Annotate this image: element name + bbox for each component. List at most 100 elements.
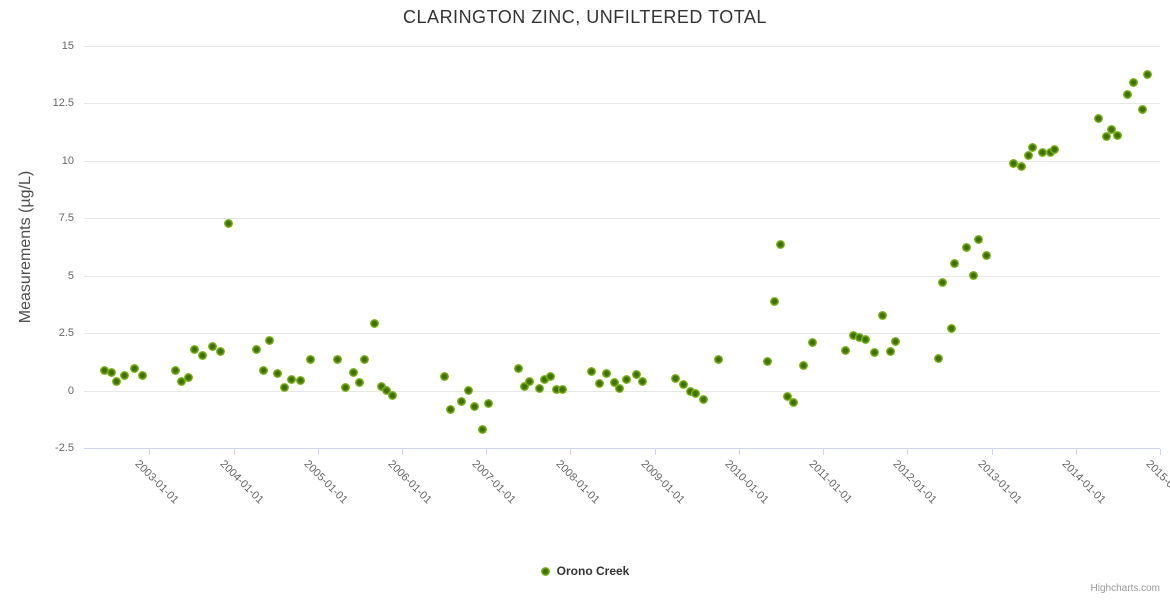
data-point[interactable]	[223, 218, 233, 228]
data-point[interactable]	[120, 370, 130, 380]
data-point[interactable]	[348, 368, 358, 378]
data-point[interactable]	[129, 363, 139, 373]
data-point[interactable]	[609, 378, 619, 388]
data-point[interactable]	[138, 370, 148, 380]
data-point[interactable]	[1028, 142, 1038, 152]
data-point[interactable]	[251, 344, 261, 354]
data-point[interactable]	[534, 383, 544, 393]
data-point[interactable]	[539, 374, 549, 384]
data-point[interactable]	[621, 375, 631, 385]
data-point[interactable]	[265, 336, 275, 346]
data-point[interactable]	[671, 373, 681, 383]
data-point[interactable]	[545, 372, 555, 382]
data-point[interactable]	[586, 367, 596, 377]
data-point[interactable]	[439, 372, 449, 382]
data-point[interactable]	[207, 341, 217, 351]
data-point[interactable]	[969, 271, 979, 281]
data-point[interactable]	[272, 368, 282, 378]
data-point[interactable]	[841, 346, 851, 356]
data-point[interactable]	[638, 377, 648, 387]
data-point[interactable]	[216, 347, 226, 357]
data-point[interactable]	[1142, 70, 1152, 80]
data-point[interactable]	[763, 357, 772, 367]
data-point[interactable]	[513, 363, 523, 373]
data-point[interactable]	[1129, 78, 1139, 88]
highcharts-credits-link[interactable]: Highcharts.com	[1090, 583, 1160, 594]
data-point[interactable]	[176, 377, 186, 387]
data-point[interactable]	[354, 378, 364, 388]
data-point[interactable]	[287, 375, 297, 385]
data-point[interactable]	[808, 338, 818, 348]
data-point[interactable]	[552, 384, 562, 394]
data-point[interactable]	[360, 354, 370, 364]
data-point[interactable]	[341, 382, 351, 392]
data-point[interactable]	[1123, 90, 1133, 100]
data-point[interactable]	[463, 385, 473, 395]
data-point[interactable]	[691, 389, 701, 399]
data-point[interactable]	[981, 250, 991, 260]
data-point[interactable]	[1008, 159, 1018, 169]
data-point[interactable]	[1037, 147, 1047, 157]
data-point[interactable]	[891, 336, 901, 346]
data-point[interactable]	[973, 235, 983, 245]
data-point[interactable]	[632, 369, 642, 379]
legend-item-orono-creek[interactable]: Orono Creek	[0, 562, 1170, 580]
data-point[interactable]	[714, 354, 724, 364]
data-point[interactable]	[678, 380, 688, 390]
data-point[interactable]	[197, 350, 207, 360]
data-point[interactable]	[190, 344, 200, 354]
data-point[interactable]	[602, 368, 612, 378]
data-point[interactable]	[279, 382, 289, 392]
data-point[interactable]	[111, 377, 121, 387]
data-point[interactable]	[1137, 105, 1147, 115]
data-point[interactable]	[685, 387, 695, 397]
data-point[interactable]	[469, 402, 479, 412]
data-point[interactable]	[484, 398, 494, 408]
data-point[interactable]	[377, 382, 387, 392]
data-point[interactable]	[595, 378, 605, 388]
data-point[interactable]	[388, 390, 398, 400]
data-point[interactable]	[519, 382, 529, 392]
data-point[interactable]	[558, 384, 568, 394]
data-point[interactable]	[769, 296, 779, 306]
data-point[interactable]	[947, 323, 957, 333]
data-point[interactable]	[259, 366, 269, 376]
data-point[interactable]	[885, 347, 895, 357]
data-point[interactable]	[446, 405, 456, 415]
data-point[interactable]	[1050, 145, 1060, 155]
data-point[interactable]	[789, 398, 799, 408]
data-point[interactable]	[170, 366, 180, 376]
data-point[interactable]	[854, 333, 864, 343]
data-point[interactable]	[1101, 132, 1111, 142]
data-point[interactable]	[698, 395, 708, 405]
data-point[interactable]	[961, 242, 971, 252]
data-point[interactable]	[333, 355, 343, 365]
data-point[interactable]	[878, 310, 888, 320]
data-point[interactable]	[783, 392, 793, 402]
data-point[interactable]	[183, 372, 193, 382]
data-point[interactable]	[305, 354, 315, 364]
data-point[interactable]	[382, 385, 392, 395]
data-point[interactable]	[776, 240, 786, 250]
data-point[interactable]	[860, 335, 870, 345]
data-point[interactable]	[369, 318, 379, 328]
data-point[interactable]	[478, 424, 488, 434]
data-point[interactable]	[106, 368, 116, 378]
data-point[interactable]	[1094, 113, 1103, 123]
data-point[interactable]	[1112, 131, 1122, 141]
data-point[interactable]	[1017, 162, 1027, 172]
data-point[interactable]	[1024, 151, 1034, 161]
data-point[interactable]	[296, 376, 306, 386]
data-point[interactable]	[1106, 125, 1116, 135]
data-point[interactable]	[525, 377, 535, 387]
data-point[interactable]	[799, 361, 809, 371]
data-point[interactable]	[614, 383, 624, 393]
data-point[interactable]	[938, 278, 948, 288]
data-point[interactable]	[848, 331, 858, 341]
data-point[interactable]	[100, 366, 110, 376]
data-point[interactable]	[949, 258, 959, 268]
data-point[interactable]	[869, 348, 879, 358]
data-point[interactable]	[457, 397, 467, 407]
data-point[interactable]	[933, 354, 943, 364]
